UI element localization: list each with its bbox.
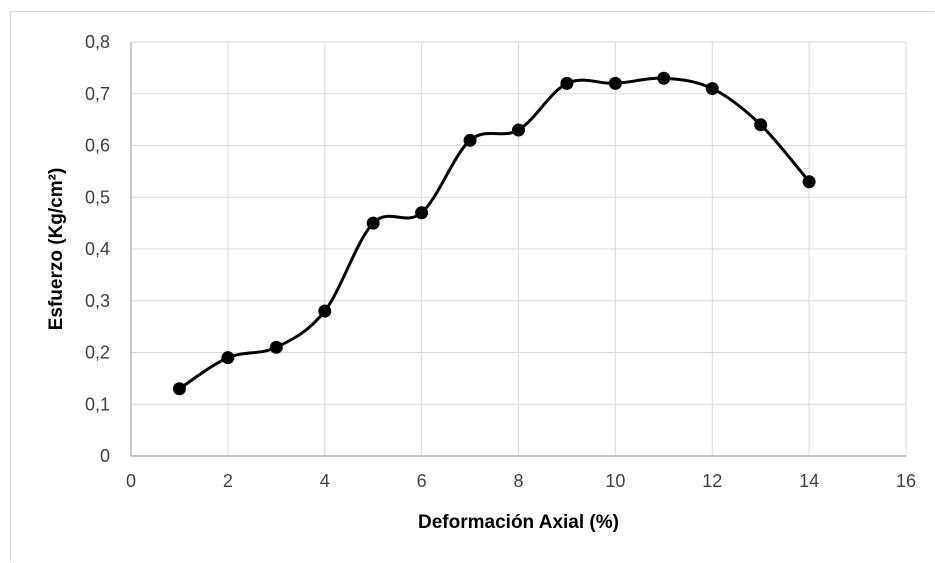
y-tick-label: 0,6 (85, 136, 110, 156)
y-tick-label: 0,5 (85, 187, 110, 207)
x-tick-labels: 0 2 4 6 8 10 12 14 16 (126, 471, 916, 491)
data-point (512, 123, 525, 137)
x-tick-label: 16 (896, 471, 916, 491)
y-tick-labels: 0 0,1 0,2 0,3 0,4 0,5 0,6 0,7 0,8 (85, 32, 110, 466)
x-tick-label: 6 (417, 471, 427, 491)
y-tick-label: 0,2 (85, 343, 110, 363)
data-point (608, 76, 622, 90)
y-tick-label: 0,8 (85, 32, 110, 52)
x-tick-label: 12 (702, 471, 722, 491)
x-tick-label: 2 (223, 471, 233, 491)
data-point (463, 133, 477, 147)
data-point (269, 340, 283, 354)
data-point (415, 206, 429, 220)
data-point (754, 118, 768, 132)
y-tick-label: 0 (100, 446, 110, 466)
data-point (705, 82, 719, 96)
data-point (560, 76, 574, 90)
x-tick-label: 0 (126, 471, 136, 491)
data-point (657, 71, 671, 85)
y-tick-label: 0,1 (85, 394, 110, 414)
y-tick-label: 0,7 (85, 84, 110, 104)
x-tick-label: 4 (320, 471, 330, 491)
y-tick-label: 0,4 (85, 239, 110, 259)
data-markers (172, 71, 816, 396)
series-line (178, 76, 811, 390)
data-point (221, 351, 235, 365)
x-tick-label: 14 (799, 471, 819, 491)
gridlines (131, 41, 907, 456)
data-point (366, 216, 380, 230)
data-point (318, 304, 332, 318)
x-tick-label: 10 (605, 471, 625, 491)
data-point (802, 175, 816, 189)
axes (130, 42, 906, 457)
y-tick-label: 0,3 (85, 291, 110, 311)
y-axis-title: Esfuerzo (Kg/cm²) (46, 168, 67, 331)
chart-frame (10, 11, 934, 562)
x-axis-title: Deformación Axial (%) (418, 512, 619, 533)
x-tick-label: 8 (513, 471, 523, 491)
data-point (172, 382, 186, 396)
